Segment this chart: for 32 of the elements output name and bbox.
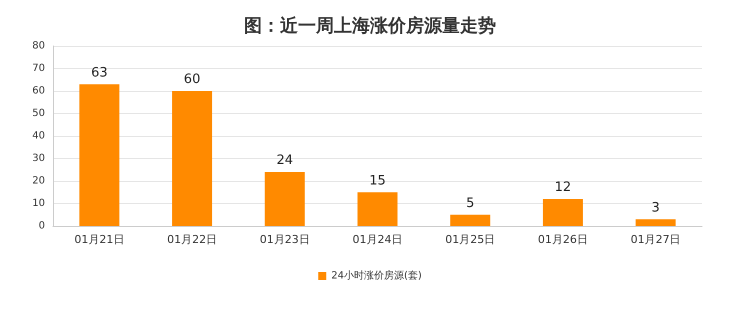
y-tick-label: 40 xyxy=(32,130,45,142)
bar xyxy=(450,214,490,226)
x-tick-label: 01月23日 xyxy=(260,233,310,246)
chart-title: 图：近一周上海涨价房源量走势 xyxy=(244,16,496,36)
x-tick-label: 01月22日 xyxy=(167,233,218,246)
x-tick-label: 01月25日 xyxy=(445,233,496,246)
bar xyxy=(79,84,120,226)
y-tick-label: 70 xyxy=(32,63,45,74)
data-label: 24 xyxy=(276,153,294,168)
x-tick-label: 01月27日 xyxy=(630,233,681,246)
y-tick-label: 50 xyxy=(32,108,45,119)
bar xyxy=(172,91,212,226)
y-tick-label: 0 xyxy=(38,220,45,232)
y-tick-label: 10 xyxy=(32,198,45,209)
x-tick-label: 01月21日 xyxy=(74,233,124,246)
data-label: 3 xyxy=(652,200,660,216)
data-label: 15 xyxy=(369,173,386,188)
bar xyxy=(542,199,583,226)
bar xyxy=(264,172,305,226)
legend-label: 24小时涨价房源(套) xyxy=(331,270,422,282)
data-label: 60 xyxy=(184,72,200,87)
x-tick-label: 01月24日 xyxy=(352,233,402,246)
x-tick-label: 01月26日 xyxy=(538,233,588,246)
y-tick-label: 60 xyxy=(32,86,45,96)
bar xyxy=(358,192,398,226)
y-tick-label: 80 xyxy=(32,40,45,52)
data-label: 12 xyxy=(554,180,572,195)
data-label: 5 xyxy=(466,196,474,211)
bar xyxy=(636,219,676,226)
y-tick-label: 20 xyxy=(32,176,45,186)
data-label: 63 xyxy=(91,65,108,80)
y-tick-label: 30 xyxy=(32,153,45,164)
